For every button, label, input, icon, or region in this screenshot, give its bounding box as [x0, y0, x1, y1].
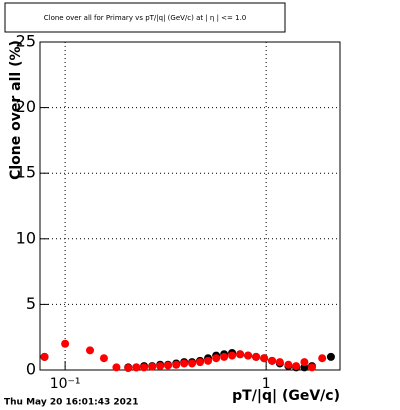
marker — [188, 359, 197, 368]
y-tick-label: 25 — [16, 32, 36, 51]
marker — [172, 360, 181, 369]
marker — [318, 354, 327, 363]
marker — [244, 351, 253, 360]
marker — [220, 352, 229, 361]
marker — [112, 363, 121, 372]
marker — [260, 354, 269, 363]
y-tick-label: 10 — [16, 228, 36, 247]
marker — [124, 364, 133, 373]
marker — [236, 350, 245, 359]
marker — [326, 352, 335, 361]
x-tick-label: 10⁻¹ — [50, 376, 81, 392]
marker — [252, 352, 261, 361]
y-tick-label: 5 — [26, 294, 36, 313]
chart-title: Clone over all for Primary vs pT/|q| (Ge… — [44, 14, 247, 22]
y-tick-label: 20 — [16, 97, 36, 116]
marker — [180, 359, 189, 368]
marker — [40, 352, 49, 361]
marker — [196, 358, 205, 367]
marker — [228, 351, 237, 360]
marker — [140, 363, 149, 372]
title-box — [4, 2, 286, 33]
marker — [307, 363, 316, 372]
x-axis-label: pT/|q| (GeV/c) — [232, 388, 340, 404]
plot-frame — [39, 41, 341, 371]
marker — [164, 361, 173, 370]
marker — [204, 356, 213, 365]
marker — [61, 339, 70, 348]
marker — [275, 358, 284, 367]
marker — [86, 346, 95, 355]
x-tick-label: 1 — [262, 376, 271, 392]
marker — [148, 362, 157, 371]
marker — [212, 354, 221, 363]
y-tick-label: 15 — [16, 163, 36, 182]
footer: Thu May 20 16:01:43 2021 — [4, 398, 138, 408]
marker — [268, 356, 277, 365]
marker — [156, 362, 165, 371]
marker — [284, 360, 293, 369]
marker — [132, 363, 141, 372]
y-axis-label: Clone over all (%) — [8, 40, 24, 180]
marker — [292, 362, 301, 371]
marker — [99, 354, 108, 363]
marker — [300, 358, 309, 367]
y-tick-label: 0 — [26, 360, 36, 379]
